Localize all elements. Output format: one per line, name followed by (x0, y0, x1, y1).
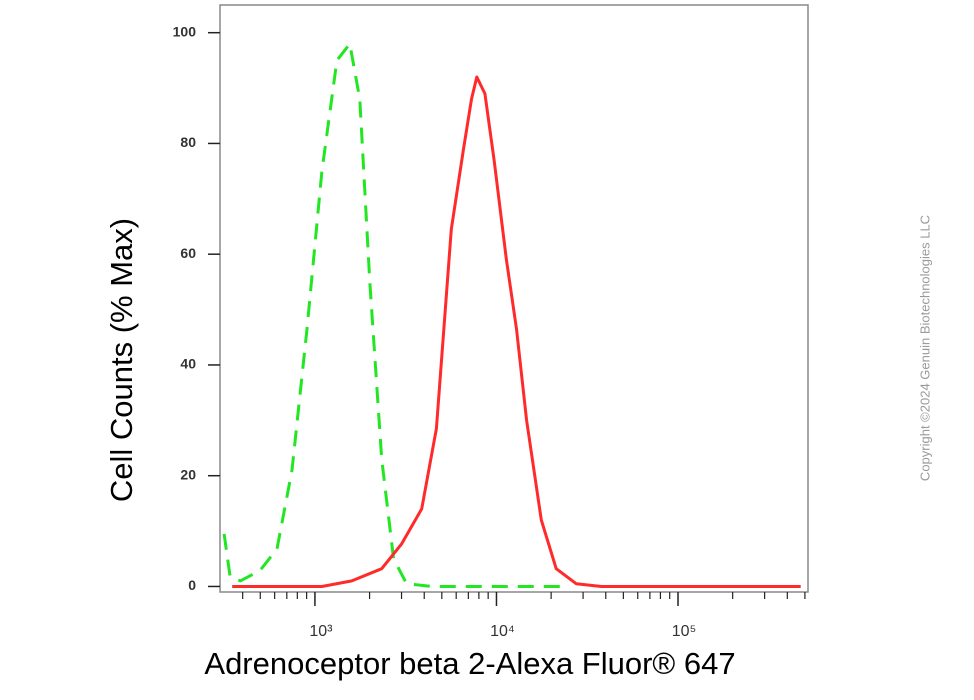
y-tick-label: 20 (180, 466, 196, 482)
y-tick-label: 0 (188, 577, 196, 593)
y-tick-label: 40 (180, 356, 196, 372)
x-tick-label: 10³ (309, 623, 333, 640)
y-tick-label: 80 (180, 134, 196, 150)
watermark: Copyright ©2024 Genuin Biotechnologies L… (917, 215, 932, 481)
x-tick-label: 10⁴ (490, 623, 515, 640)
y-tick-label: 60 (180, 245, 196, 261)
x-tick-label: 10⁵ (672, 623, 696, 640)
plot-frame (219, 4, 809, 593)
y-tick-label: 100 (173, 23, 197, 39)
histogram-line (222, 42, 562, 588)
histogram-line (232, 75, 801, 588)
y-axis-label: Cell Counts (% Max) (104, 218, 139, 502)
x-axis-label: Adrenoceptor beta 2-Alexa Fluor® 647 (204, 646, 735, 681)
